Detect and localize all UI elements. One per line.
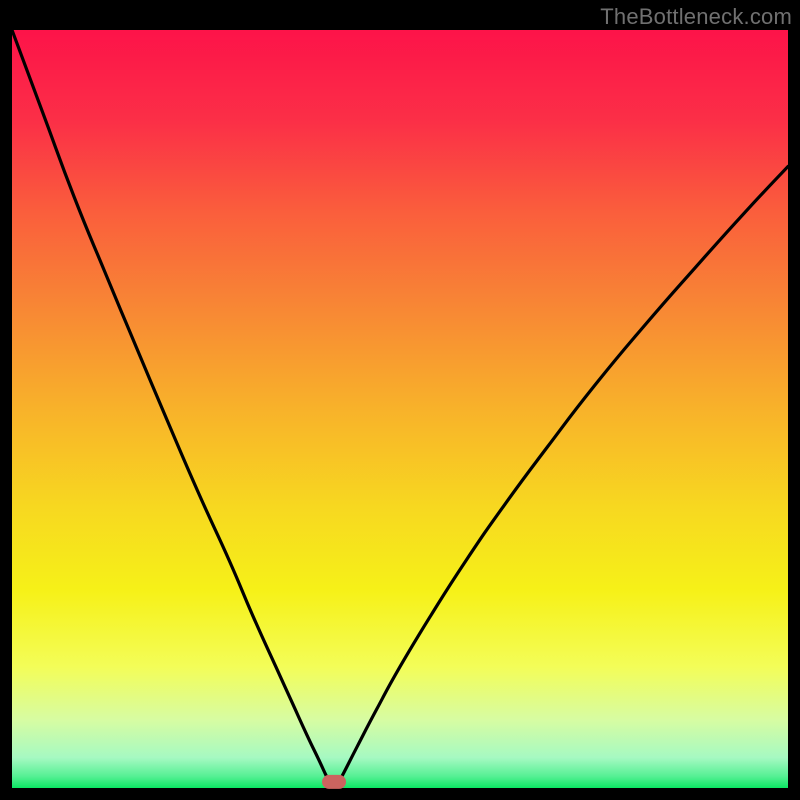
chart-container: TheBottleneck.com: [0, 0, 800, 800]
bottleneck-chart: [0, 0, 800, 800]
plot-background: [12, 30, 788, 788]
watermark-text: TheBottleneck.com: [600, 4, 792, 30]
optimal-marker: [322, 775, 346, 789]
